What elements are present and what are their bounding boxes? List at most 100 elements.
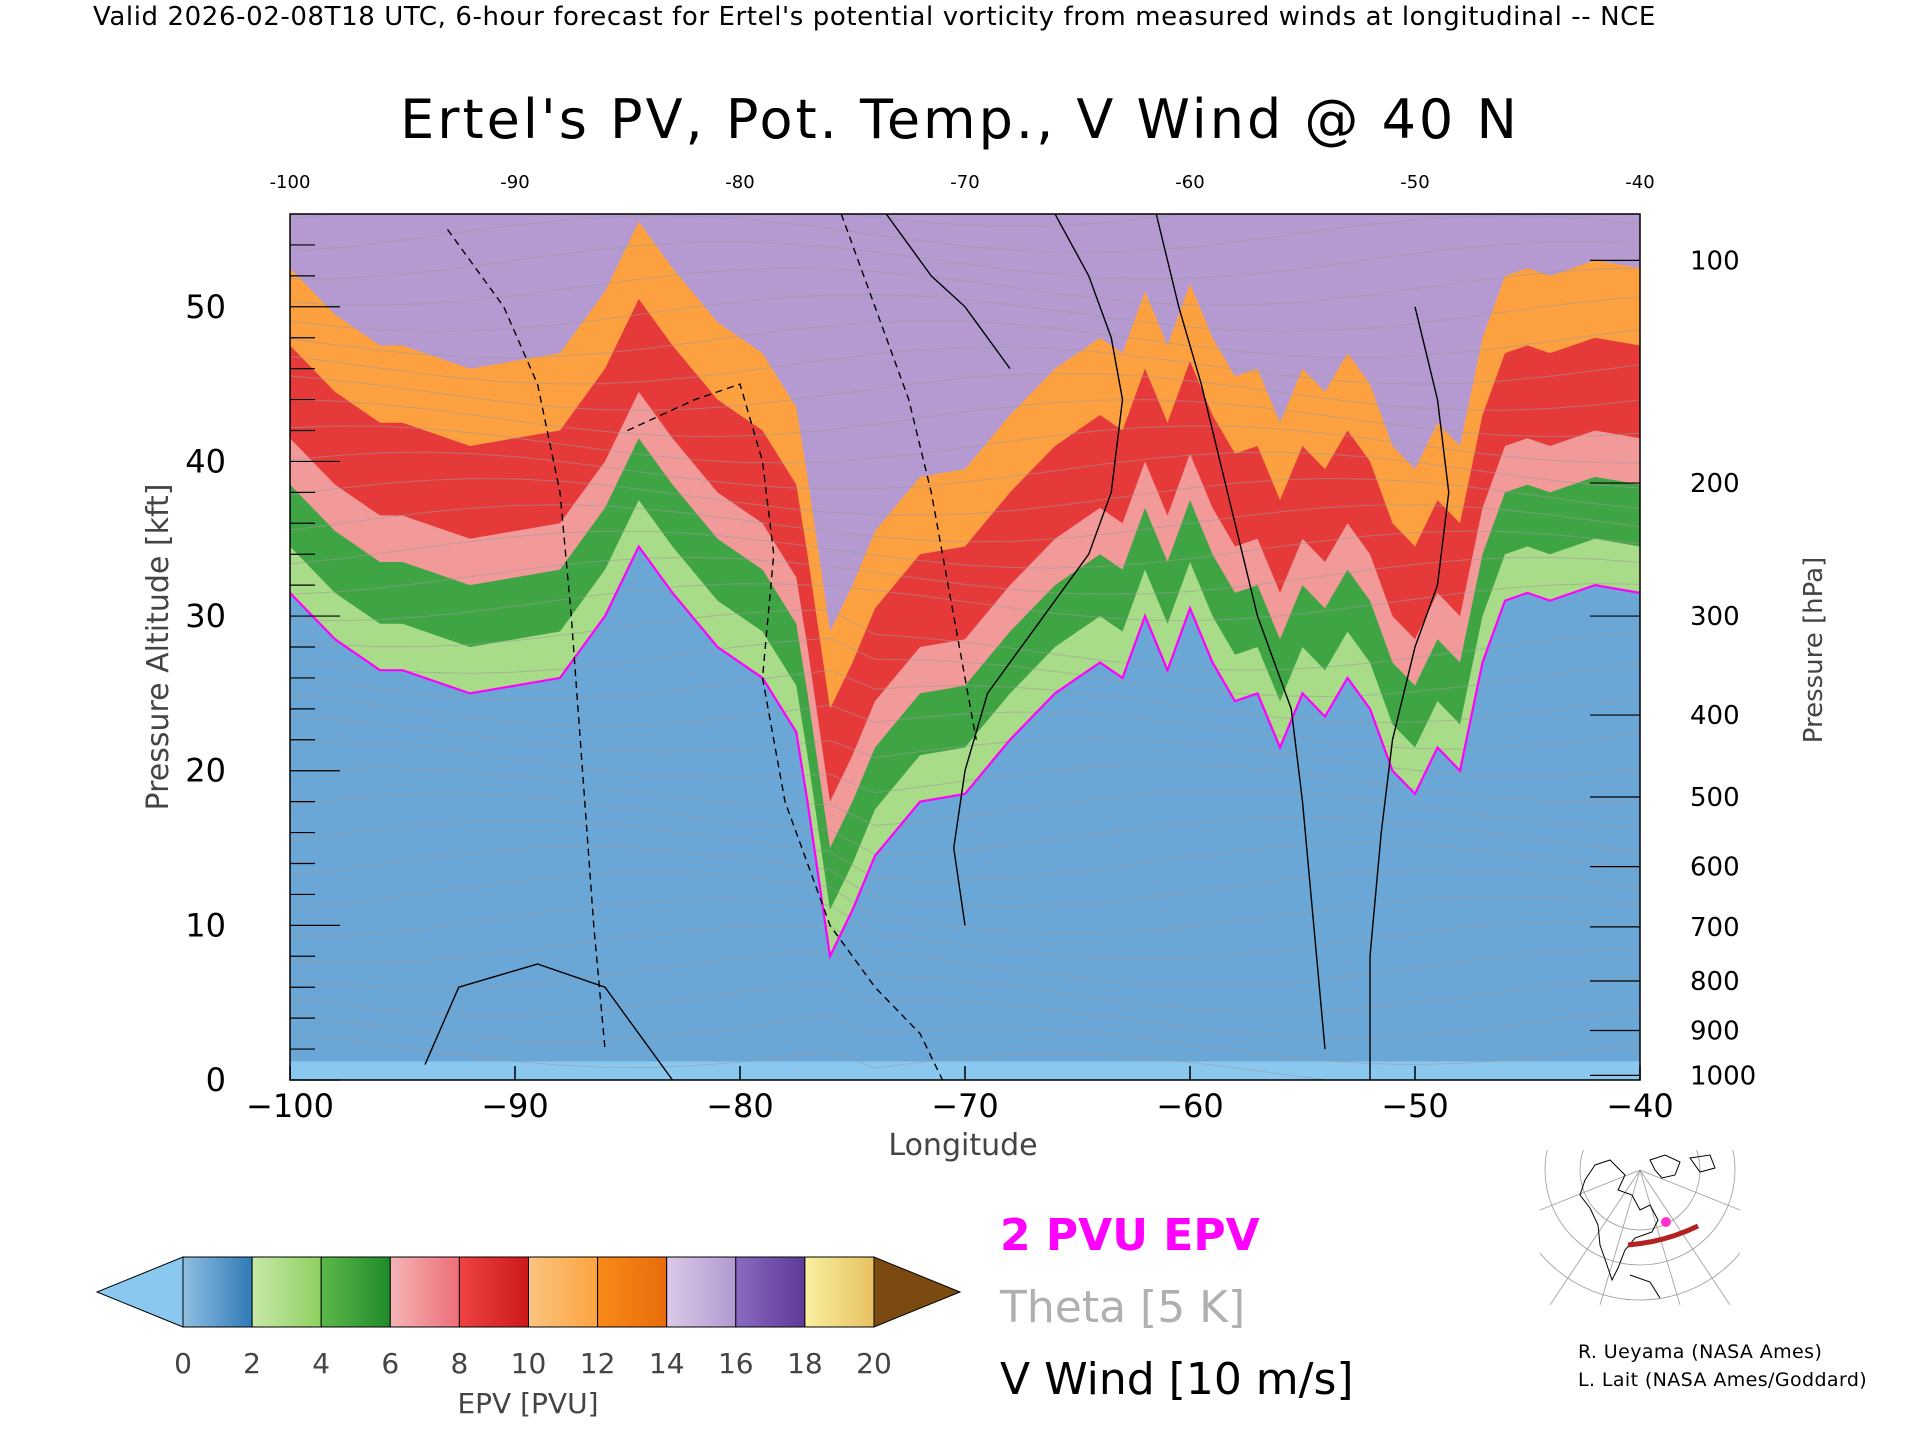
chart-title: Ertel's PV, Pot. Temp., V Wind @ 40 N: [400, 88, 1520, 151]
locator-map-graphic: [1509, 1039, 1771, 1306]
colorbar-tick-label: 20: [856, 1347, 892, 1380]
pressure-tick-label: 1000: [1690, 1061, 1756, 1091]
axes: −100 −90 −80 −70 −60 −50 −40 -100 -90 -80 -70 -60 -5…: [141, 172, 1829, 1163]
top-x-tick-label: -60: [1175, 172, 1204, 193]
theta-isentrope: [290, 637, 1640, 697]
y-tick-label: 0: [206, 1061, 226, 1099]
colorbar-tick-label: 14: [649, 1347, 685, 1380]
colorbar-tick-label: 8: [450, 1347, 468, 1380]
theta-isentrope: [290, 609, 1640, 671]
colorbar-tick-label: 12: [580, 1347, 616, 1380]
pressure-tick-label: 200: [1690, 469, 1740, 499]
top-x-tick-label: -50: [1400, 172, 1429, 193]
pressure-tick-label: 100: [1690, 246, 1740, 276]
v-wind-contour: [885, 214, 1011, 370]
credits: R. Ueyama (NASA Ames) L. Lait (NASA Ames…: [1578, 1338, 1867, 1394]
colorbar-under-arrow: [95, 1256, 184, 1328]
locator-map: [1509, 1039, 1771, 1306]
pressure-tick-label: 500: [1690, 783, 1740, 813]
y-tick-label: 40: [185, 442, 226, 480]
theta-isentrope: [290, 793, 1640, 855]
theta-isentrope: [290, 1033, 1640, 1080]
colorbar-tick-label: 10: [511, 1347, 547, 1380]
top-x-tick-label: -100: [270, 172, 311, 193]
theta-isentrope: [290, 694, 1640, 750]
theta-isentrope: [290, 293, 1640, 333]
pressure-tick-label: 800: [1690, 967, 1740, 997]
theta-isentrope: [290, 819, 1640, 881]
theta-isentrope: [290, 425, 1640, 464]
x-tick-label: −70: [931, 1087, 999, 1125]
theta-isentrope: [290, 215, 1640, 254]
colorbar-label: EPV [PVU]: [457, 1387, 598, 1420]
legend-epv: 2 PVU EPV: [1000, 1210, 1260, 1261]
x-tick-label: −80: [706, 1087, 774, 1125]
theta-isentrope: [290, 372, 1640, 411]
theta-isentrope: [290, 267, 1640, 306]
top-x-tick-label: -80: [725, 172, 754, 193]
theta-isentrope: [290, 715, 1640, 776]
colorbar-bin: [666, 1256, 737, 1328]
x-tick-label: −50: [1381, 1087, 1449, 1125]
v-wind-contour: [953, 214, 1124, 926]
y-tick-label: 20: [185, 752, 226, 790]
theta-isentrope: [290, 898, 1640, 960]
colorbar-tick-label: 16: [718, 1347, 754, 1380]
v-wind-contour: [1369, 306, 1450, 1080]
colorbar-bin: [458, 1256, 529, 1328]
tropopause-2pvu-contour: [290, 544, 1640, 960]
v-wind-contour: [1155, 214, 1326, 1050]
x-tick-label: −90: [481, 1087, 549, 1125]
pressure-tick-label: 300: [1690, 602, 1740, 632]
v-wind-negative-contour: [627, 383, 944, 1080]
colorbar: 0 2 4 6 8 10 12 14 16 18 20 EPV [PVU]: [95, 1256, 962, 1420]
y-tick-label: 30: [185, 597, 226, 635]
colorbar-bin: [320, 1256, 391, 1328]
pressure-axis-label: Pressure [hPa]: [1799, 557, 1829, 744]
v-wind-negative-contour: [840, 214, 977, 740]
top-x-tick-label: -40: [1625, 172, 1654, 193]
valid-header: Valid 2026-02-08T18 UTC, 6-hour forecast…: [93, 2, 1656, 32]
pressure-tick-label: 600: [1690, 853, 1740, 883]
theta-isentrope: [290, 320, 1640, 359]
theta-isentrope: [290, 241, 1640, 280]
colorbar-tick-label: 6: [381, 1347, 399, 1380]
colorbar-tick-label: 18: [787, 1347, 823, 1380]
theta-isentrope: [290, 872, 1640, 934]
pv-band-14-18: [290, 214, 1640, 632]
colorbar-tick-label: 0: [174, 1347, 192, 1380]
colorbar-bin: [389, 1256, 460, 1328]
credit-line-2: L. Lait (NASA Ames/Goddard): [1578, 1369, 1868, 1391]
legend-vwind: V Wind [10 m/s]: [1000, 1354, 1354, 1405]
y-axis-label: Pressure Altitude [kft]: [141, 484, 176, 811]
colorbar-bin: [528, 1256, 599, 1328]
y-tick-label: 10: [185, 906, 226, 944]
top-x-tick-label: -90: [500, 172, 529, 193]
colorbar-tick-label: 2: [243, 1347, 261, 1380]
x-tick-label: −100: [246, 1087, 334, 1125]
v-wind-contour: [424, 963, 674, 1080]
theta-isentrope: [290, 451, 1640, 490]
pv-field: [290, 214, 1640, 1080]
colorbar-tick-label: 4: [312, 1347, 330, 1380]
theta-isentrope: [290, 1014, 1640, 1066]
x-tick-label: −60: [1156, 1087, 1224, 1125]
theta-isentrope: [290, 767, 1640, 829]
theta-isentrope: [290, 583, 1640, 622]
colorbar-bin: [735, 1256, 806, 1328]
pressure-tick-label: 700: [1690, 913, 1740, 943]
theta-isentrope: [290, 346, 1640, 385]
v-wind-negative-contour: [446, 229, 606, 1050]
theta-isentrope: [290, 214, 1186, 227]
colorbar-bin: [597, 1256, 668, 1328]
x-tick-label: −40: [1606, 1087, 1674, 1125]
theta-isentrope: [290, 477, 1640, 517]
colorbar-over-arrow: [873, 1256, 962, 1328]
theta-isentrope: [290, 981, 1640, 1039]
pressure-tick-label: 400: [1690, 701, 1740, 731]
x-axis-label: Longitude: [888, 1128, 1037, 1163]
theta-isentrope: [290, 846, 1640, 908]
top-x-tick-label: -70: [950, 172, 979, 193]
theta-isentrope: [290, 741, 1640, 803]
